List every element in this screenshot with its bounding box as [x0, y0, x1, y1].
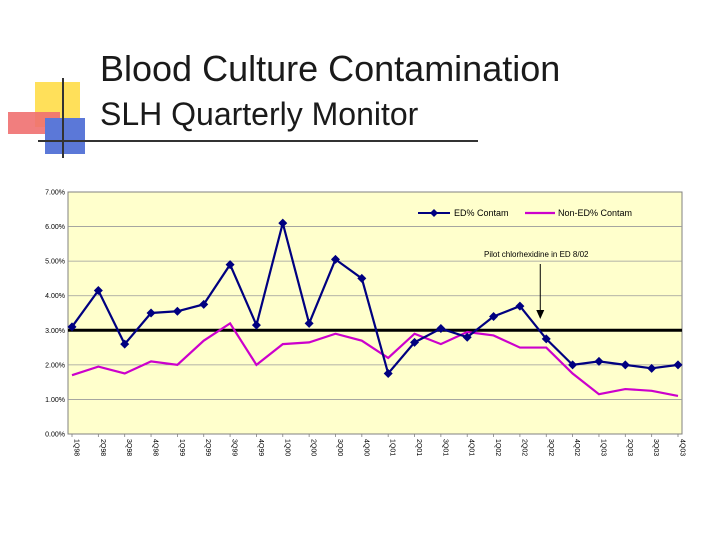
x-tick-label: 3Q03 [652, 439, 659, 456]
x-tick-label: 2Q99 [204, 439, 211, 456]
x-tick-label: 3Q99 [231, 439, 238, 456]
ed-data-point [541, 334, 551, 344]
ed-data-point [172, 306, 182, 316]
ed-data-point [304, 318, 314, 328]
ed-data-point [199, 299, 209, 309]
plot-background [67, 191, 683, 435]
series-line-ed [71, 218, 679, 376]
slide-title: Blood Culture Contamination [100, 48, 561, 89]
ed-data-point [673, 360, 683, 370]
deco-vertical-rule [62, 78, 64, 158]
annotation-text: Pilot chlorhexidine in ED 8/02 [484, 250, 589, 259]
ed-data-point [93, 286, 103, 296]
ed-data-point [146, 308, 156, 318]
legend-marker-ed [430, 209, 438, 217]
x-tick-label: 4Q03 [679, 439, 686, 456]
x-tick-label: 3Q02 [547, 439, 554, 456]
x-tick-label: 4Q98 [152, 439, 159, 456]
x-tick-label: 1Q02 [494, 439, 501, 456]
ed-data-point [330, 254, 340, 264]
legend-label-non-ed: Non-ED% Contam [558, 208, 632, 218]
y-tick-label: 7.00% [45, 190, 65, 197]
x-tick-label: 3Q98 [125, 439, 132, 456]
ed-data-point [278, 218, 288, 228]
ed-data-point [436, 324, 446, 334]
x-tick-label: 3Q01 [441, 439, 448, 456]
series-line-non-ed [71, 321, 679, 398]
x-tick-label: 4Q02 [573, 439, 580, 456]
x-tick-label: 1Q98 [73, 439, 80, 456]
ed-data-point [594, 356, 604, 366]
x-tick-label: 3Q00 [336, 439, 343, 456]
x-tick-label: 2Q01 [415, 439, 422, 456]
ed-data-point [620, 360, 630, 370]
ed-data-point [225, 260, 235, 270]
deco-blue-square [45, 118, 85, 154]
x-tick-label: 1Q03 [599, 439, 606, 456]
ed-data-point [515, 301, 525, 311]
x-tick-label: 1Q01 [389, 439, 396, 456]
y-tick-label: 3.00% [45, 328, 65, 335]
deco-horizontal-rule [38, 140, 478, 142]
x-tick-label: 2Q02 [520, 439, 527, 456]
ed-data-point [383, 369, 393, 378]
y-tick-label: 1.00% [45, 397, 65, 404]
ed-data-point [251, 320, 261, 330]
x-tick-label: 2Q03 [626, 439, 633, 456]
x-tick-label: 4Q00 [362, 439, 369, 456]
ed-data-point [647, 363, 657, 373]
ed-data-point [462, 332, 472, 342]
x-tick-label: 2Q98 [99, 439, 106, 456]
y-tick-label: 6.00% [45, 224, 65, 231]
ed-data-point [489, 311, 499, 321]
legend-label-ed: ED% Contam [454, 208, 509, 218]
ed-data-point [67, 322, 77, 332]
ed-data-point [410, 337, 420, 347]
x-tick-label: 4Q99 [257, 439, 264, 456]
annotation-arrow-head [536, 310, 545, 319]
x-tick-label: 1Q99 [178, 439, 185, 456]
y-tick-label: 0.00% [45, 432, 65, 439]
x-tick-label: 1Q00 [283, 439, 290, 456]
ed-data-point [568, 360, 578, 370]
ed-data-point [357, 273, 367, 283]
y-tick-label: 2.00% [45, 362, 65, 369]
y-tick-label: 4.00% [45, 293, 65, 300]
x-tick-label: 2Q00 [310, 439, 317, 456]
x-tick-label: 4Q01 [468, 439, 475, 456]
ed-data-point [120, 339, 130, 349]
y-tick-label: 5.00% [45, 259, 65, 266]
slide-subtitle: SLH Quarterly Monitor [100, 96, 419, 132]
